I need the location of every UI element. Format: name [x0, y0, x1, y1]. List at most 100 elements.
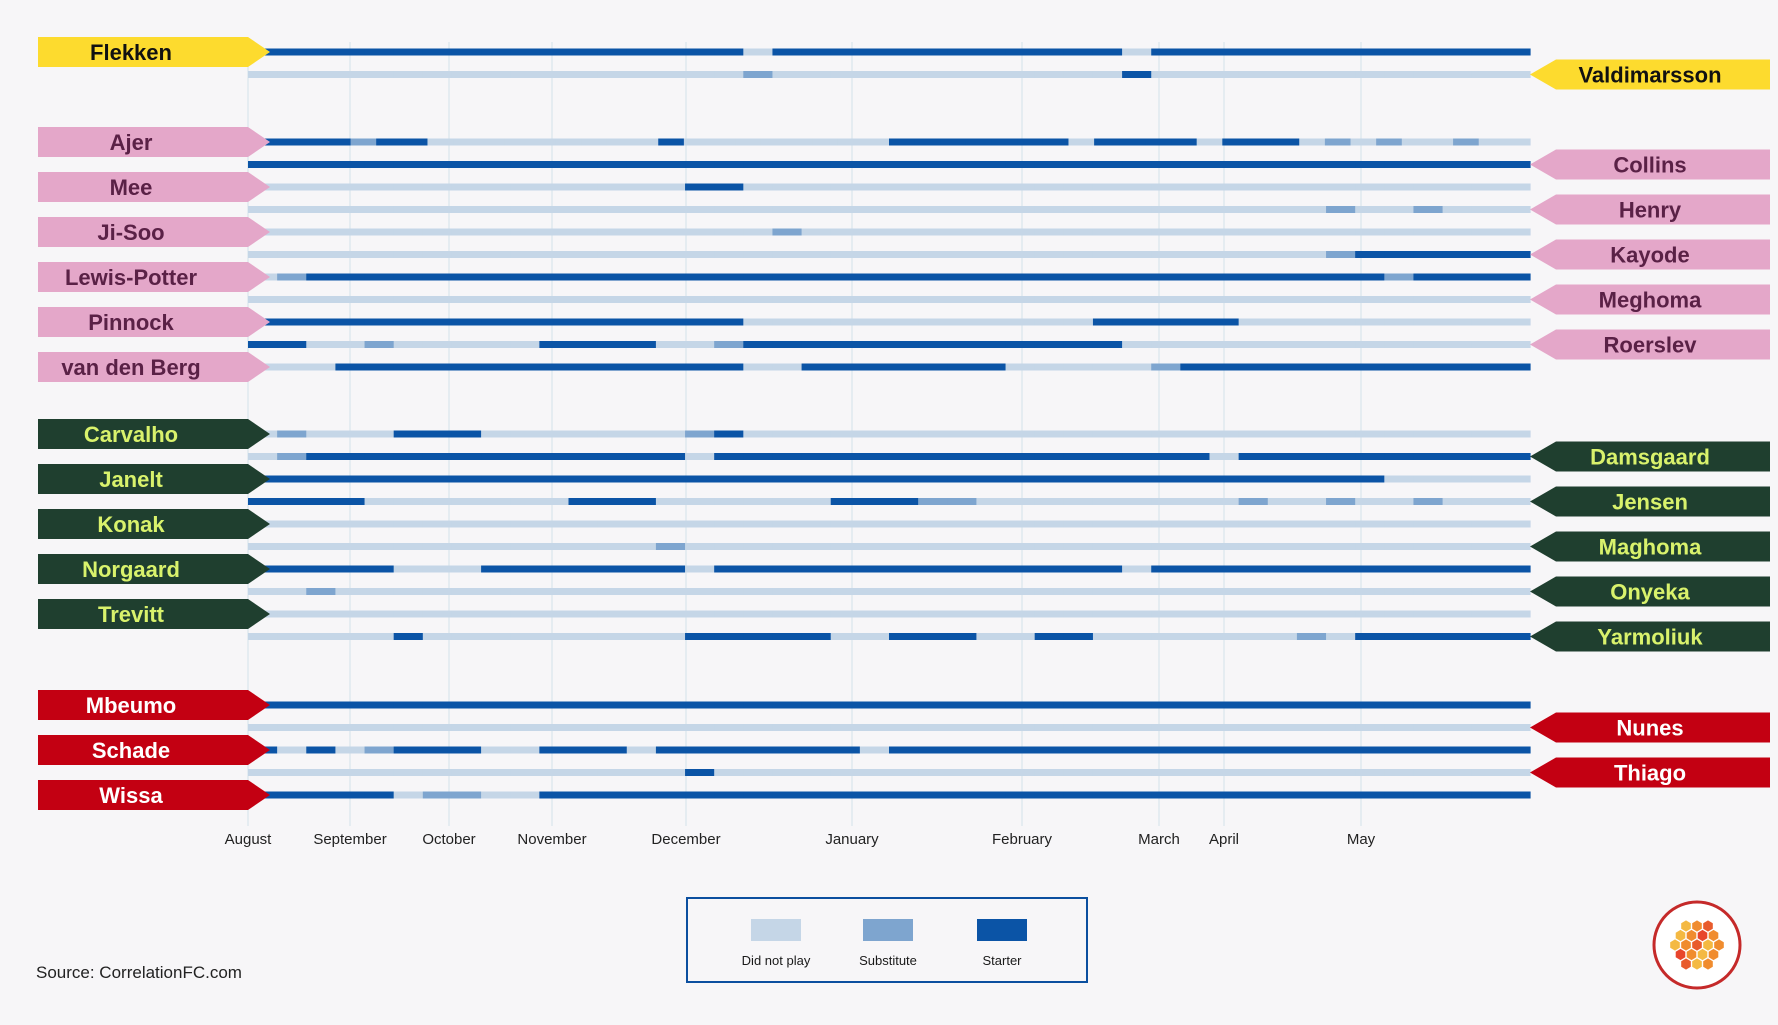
match-bar-konak-15	[655, 520, 686, 528]
match-bar-janelt-34	[1209, 475, 1240, 483]
match-bar-janelt-21	[830, 475, 861, 483]
match-bar-mee-3	[306, 183, 337, 191]
match-bar-damsgaard-22	[859, 453, 890, 460]
logo-hex	[1708, 929, 1719, 942]
match-bar-maghoma-4	[335, 543, 366, 550]
match-bar-jensen-29	[1063, 498, 1094, 505]
match-bar-valdimarsson-33	[1180, 71, 1211, 78]
match-bar-nunes-11	[539, 724, 570, 731]
match-bar-konak-33	[1180, 520, 1211, 528]
match-bar-yarmoliuk-11	[539, 633, 570, 640]
match-bar-ji-soo-23	[889, 228, 919, 236]
match-bar-meghoma-44	[1500, 296, 1531, 303]
match-bar-mee-33	[1180, 183, 1211, 191]
player-tag-schade	[38, 735, 270, 765]
match-bar-wissa-9	[481, 791, 511, 799]
match-bar-flekken-33	[1180, 48, 1211, 56]
match-bar-collins-15	[655, 161, 686, 168]
match-bar-kayode-29	[1063, 251, 1094, 258]
match-bar-roerslev-30	[1092, 341, 1123, 348]
match-bar-pinnock-38	[1326, 318, 1356, 326]
match-bar-janelt-31	[1122, 475, 1152, 483]
match-bar-henry-2	[277, 206, 307, 213]
match-bar-van-den-berg-25	[947, 363, 978, 371]
match-bar-henry-31	[1122, 206, 1152, 213]
match-bar-henry-22	[859, 206, 890, 213]
match-bar-ajer-43	[1324, 138, 1352, 146]
match-bar-henry-14	[626, 206, 657, 213]
match-bar-collins-36	[1267, 161, 1298, 168]
match-bar-lewis-potter-5	[364, 273, 395, 281]
match-bar-ji-soo-27	[1005, 228, 1036, 236]
match-bar-yarmoliuk-13	[597, 633, 628, 640]
match-bar-trevitt-44	[1500, 610, 1531, 618]
match-bar-yarmoliuk-28	[1034, 633, 1065, 640]
match-bar-maghoma-5	[364, 543, 395, 550]
match-bar-trevitt-30	[1092, 610, 1123, 618]
match-bar-yarmoliuk-37	[1296, 633, 1327, 640]
match-bar-thiago-38	[1326, 769, 1356, 776]
match-bar-mee-43	[1471, 183, 1502, 191]
match-bar-konak-37	[1296, 520, 1327, 528]
match-bar-lewis-potter-44	[1500, 273, 1531, 281]
match-bar-mbeumo-35	[1238, 701, 1269, 709]
match-bar-maghoma-8	[451, 543, 482, 550]
match-bar-carvalho-36	[1267, 430, 1298, 438]
match-bar-valdimarsson-32	[1151, 71, 1181, 78]
match-bar-schade-22	[859, 746, 890, 754]
match-bar-meghoma-37	[1296, 296, 1327, 303]
match-bar-maghoma-28	[1034, 543, 1065, 550]
match-bar-lewis-potter-27	[1005, 273, 1036, 281]
match-bar-nunes-7	[422, 724, 453, 731]
match-bar-damsgaard-42	[1442, 453, 1473, 460]
match-bar-ji-soo-6	[393, 228, 424, 236]
match-bar-meghoma-19	[772, 296, 803, 303]
match-bar-wissa-31	[1122, 791, 1152, 799]
match-bar-konak-5	[364, 520, 395, 528]
match-bar-meghoma-12	[568, 296, 599, 303]
match-bar-damsgaard-43	[1471, 453, 1502, 460]
match-bar-roerslev-24	[918, 341, 948, 348]
match-bar-trevitt-36	[1267, 610, 1298, 618]
match-bar-flekken-11	[539, 48, 570, 56]
match-bar-meghoma-40	[1384, 296, 1415, 303]
match-bar-kayode-4	[335, 251, 366, 258]
player-name-lewis-potter: Lewis-Potter	[65, 265, 197, 290]
match-bar-konak-27	[1005, 520, 1036, 528]
match-bar-flekken-30	[1092, 48, 1123, 56]
match-bar-lewis-potter-20	[801, 273, 832, 281]
legend-swatch-sub	[863, 919, 913, 941]
match-bar-carvalho-27	[1005, 430, 1036, 438]
match-bar-damsgaard-23	[889, 453, 919, 460]
match-bar-meghoma-11	[539, 296, 570, 303]
match-bar-lewis-potter-42	[1442, 273, 1473, 281]
match-bar-kayode-16	[685, 251, 715, 258]
match-bar-thiago-4	[335, 769, 366, 776]
match-bar-yarmoliuk-8	[451, 633, 482, 640]
match-bar-roerslev-11	[539, 341, 570, 348]
match-bar-nunes-5	[364, 724, 395, 731]
player-tag-wissa	[38, 780, 270, 810]
match-bar-damsgaard-16	[685, 453, 715, 460]
match-bar-roerslev-17	[714, 341, 744, 348]
match-bar-norgaard-2	[277, 565, 307, 573]
match-bar-norgaard-36	[1267, 565, 1298, 573]
match-bar-mee-14	[626, 183, 657, 191]
match-bar-wissa-12	[568, 791, 599, 799]
match-bar-thiago-24	[918, 769, 948, 776]
match-bar-norgaard-16	[685, 565, 715, 573]
match-bar-collins-17	[714, 161, 744, 168]
match-bar-flekken-27	[1005, 48, 1036, 56]
match-bar-onyeka-7	[422, 588, 453, 595]
player-tag-maghoma	[1530, 531, 1770, 562]
match-bar-carvalho-43	[1471, 430, 1502, 438]
match-bar-kayode-1	[248, 251, 278, 258]
match-bar-van-den-berg-44	[1500, 363, 1531, 371]
match-bar-yarmoliuk-42	[1442, 633, 1473, 640]
match-bar-trevitt-12	[568, 610, 599, 618]
match-bar-konak-22	[859, 520, 890, 528]
match-bar-schade-32	[1151, 746, 1181, 754]
match-bar-van-den-berg-3	[306, 363, 337, 371]
match-bar-collins-25	[947, 161, 978, 168]
match-bar-meghoma-2	[277, 296, 307, 303]
